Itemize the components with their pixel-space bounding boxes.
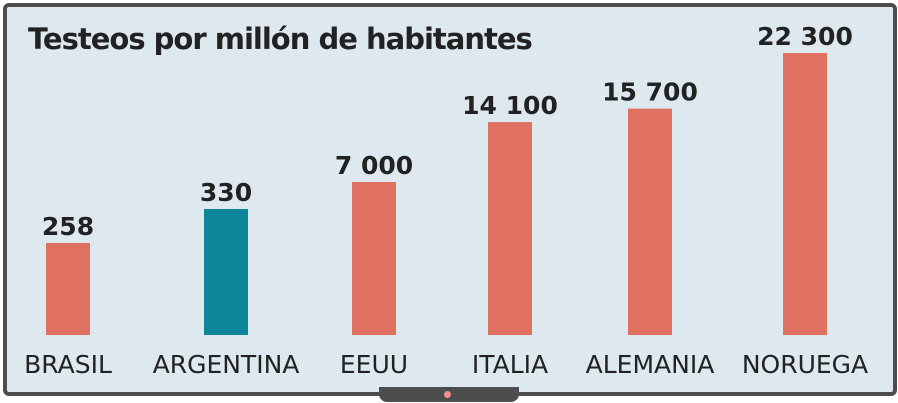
bar-alemania <box>628 108 672 335</box>
bar-eeuu <box>352 182 396 335</box>
value-label: 22 300 <box>757 22 853 51</box>
value-label: 14 100 <box>462 91 558 120</box>
bar-italia <box>488 122 532 335</box>
category-label: ITALIA <box>472 350 548 379</box>
category-label: NORUEGA <box>742 350 868 379</box>
bar-noruega <box>783 53 827 335</box>
bar-argentina <box>204 209 248 335</box>
power-led-icon <box>444 391 451 398</box>
category-label: ARGENTINA <box>153 350 300 379</box>
category-label: ALEMANIA <box>586 350 715 379</box>
tv-frame <box>3 3 897 396</box>
category-label: BRASIL <box>24 350 112 379</box>
category-label: EEUU <box>340 350 408 379</box>
chart-title: Testeos por millón de habitantes <box>28 22 533 56</box>
value-label: 258 <box>42 212 94 241</box>
bar-brasil <box>46 243 90 335</box>
value-label: 330 <box>200 178 252 207</box>
value-label: 15 700 <box>602 78 698 107</box>
value-label: 7 000 <box>335 151 413 180</box>
